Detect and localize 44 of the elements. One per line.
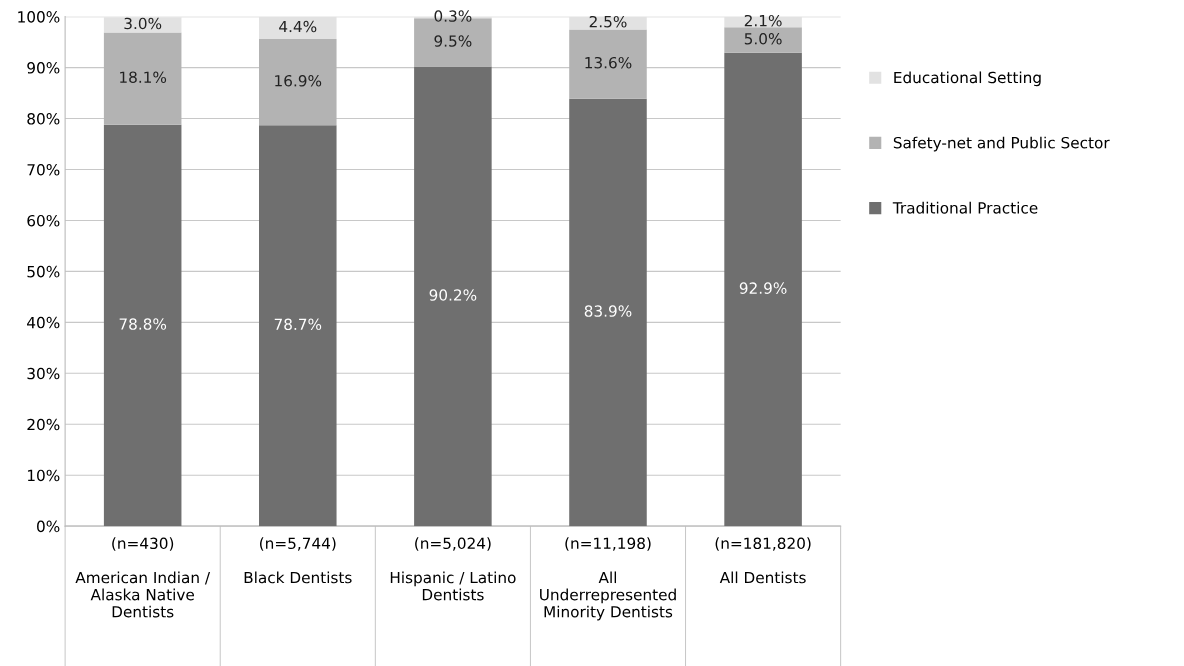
legend-label: Traditional Practice	[892, 201, 1038, 214]
bar	[259, 16, 337, 40]
bar	[414, 66, 492, 527]
data-label: 78.7%	[274, 318, 322, 331]
data-label: 90.2%	[429, 289, 477, 301]
bar	[569, 29, 647, 99]
category-label: (n=5,024) Hispanic / Latino Dentists	[390, 537, 516, 601]
y-tick-label: 70%	[27, 163, 60, 176]
bar	[103, 124, 182, 527]
legend-label: Educational Setting	[894, 71, 1041, 87]
data-label: 18.1%	[120, 71, 167, 83]
data-label: 92.9%	[739, 282, 787, 294]
y-tick-label: 40%	[27, 316, 60, 329]
y-tick-label: 30%	[27, 367, 60, 380]
bar	[569, 98, 647, 527]
bar	[724, 52, 802, 527]
bar	[103, 32, 182, 125]
category-label: (n=5,744) Black Dentists	[244, 537, 352, 584]
data-label: 5.0%	[744, 32, 782, 45]
y-tick-label: 60%	[27, 214, 60, 227]
data-label: 16.9%	[275, 75, 322, 87]
y-tick-label: 80%	[27, 113, 60, 125]
bar	[259, 39, 337, 126]
bar	[724, 27, 802, 53]
data-label: 78.8%	[119, 318, 167, 330]
category-label: (n=430) American Indian / Alaska Native Dentists	[75, 537, 211, 618]
legend-label: Safety-net and Public Sector	[893, 136, 1110, 152]
bar	[259, 125, 337, 527]
data-label: 4.4%	[279, 20, 317, 33]
category-label: (n=181,820) All Dentists	[715, 537, 811, 584]
data-label: 2.1%	[744, 14, 782, 27]
category-label: (n=11,198) All Underrepresented Minority Dentists	[540, 537, 676, 621]
y-tick-label: 50%	[27, 265, 60, 278]
y-tick-label: 0%	[37, 520, 60, 533]
data-label: 3.0%	[124, 17, 162, 30]
data-label: 13.6%	[585, 56, 632, 69]
data-label: 83.9%	[584, 305, 632, 317]
y-tick-label: 10%	[27, 469, 60, 482]
data-label: 9.5%	[434, 35, 472, 47]
data-label: 0.3%	[434, 10, 472, 22]
y-tick-label: 90%	[27, 62, 60, 74]
y-tick-label: 20%	[27, 418, 60, 431]
data-label: 2.5%	[589, 15, 627, 28]
y-tick-label: 100%	[18, 11, 60, 23]
